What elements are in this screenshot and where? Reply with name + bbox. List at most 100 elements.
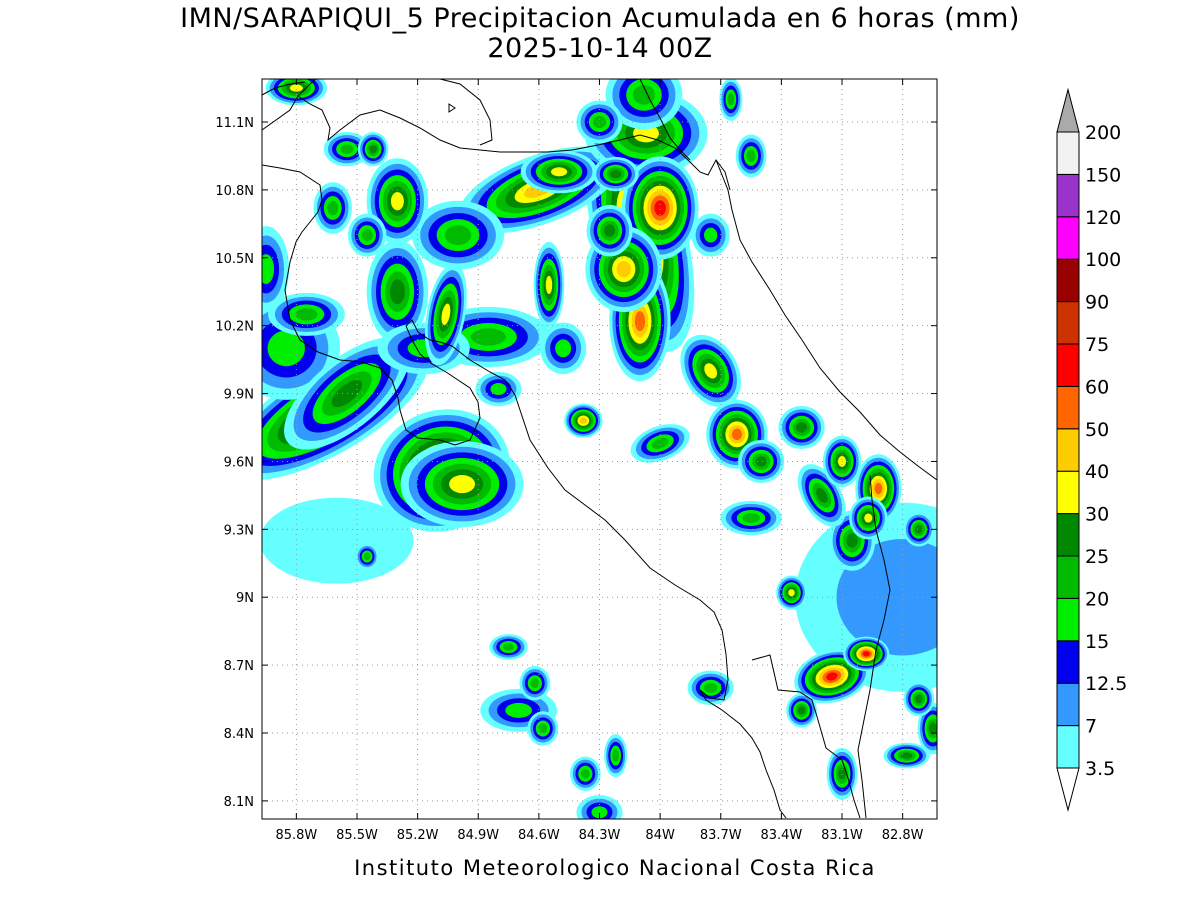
rain-cell [776, 575, 807, 610]
rain-contour [441, 303, 451, 326]
rain-contour [592, 115, 607, 129]
rain-contour [369, 144, 377, 154]
colorbar-segment [1056, 173, 1080, 218]
rain-contour [591, 806, 608, 819]
rain-contour [331, 379, 363, 408]
rain-contour [755, 456, 767, 467]
rain-contour [538, 723, 548, 734]
rain-contour [788, 589, 795, 597]
colorbar-segment [1056, 555, 1080, 599]
rain-cell [564, 403, 603, 438]
rain-contour [604, 224, 616, 237]
rain-cell [719, 79, 743, 121]
rain-contour [361, 229, 373, 242]
x-tick-label: 85.8W [275, 828, 317, 843]
colorbar-segment [1056, 131, 1080, 175]
rain-contour [490, 383, 507, 396]
colorbar-label: 30 [1085, 504, 1109, 526]
y-tick-label: 8.7N [224, 659, 254, 674]
rain-cell [735, 134, 767, 178]
rain-cell [778, 406, 825, 449]
rain-cell [400, 441, 524, 528]
colorbar-segment [1056, 343, 1080, 387]
colorbar-label: 7 [1085, 716, 1097, 738]
rain-field [262, 79, 937, 819]
rain-contour [846, 533, 858, 548]
rain-cell [843, 636, 890, 671]
x-tick-label: 84.3W [579, 828, 621, 843]
colorbar-segment [1056, 216, 1080, 260]
lake-island [448, 103, 456, 113]
lake-nicaragua-shore [262, 79, 691, 161]
rain-contour [550, 167, 568, 177]
rain-cell [519, 666, 551, 701]
colorbar-legend: 3.5 7 12.5 15 20 25 30 40 50 60 75 90 100 120 150 200 [1056, 87, 1127, 812]
rain-cell [691, 213, 730, 257]
rain-cell [720, 500, 782, 536]
latitude-axis: 11.1N 10.8N 10.5N 10.2N 9.9N 9.6N 9.3N 9N 8.7N 8.… [215, 116, 937, 810]
colorbar-label: 25 [1085, 546, 1109, 568]
colorbar-label: 75 [1085, 334, 1109, 356]
rain-contour [836, 539, 937, 656]
rain-contour [929, 722, 937, 735]
rain-contour [731, 428, 743, 441]
rain-contour [874, 482, 883, 495]
rain-contour [267, 330, 305, 367]
rain-cell [630, 424, 690, 463]
rain-cell [475, 371, 522, 407]
rain-contour [449, 475, 476, 494]
rain-contour [816, 487, 828, 503]
rain-contour [796, 422, 808, 433]
x-tick-label: 82.8W [882, 828, 924, 843]
panama-border [751, 474, 891, 819]
rain-contour [327, 200, 339, 216]
rain-cell [489, 634, 528, 660]
x-tick-label: 83.1W [821, 828, 863, 843]
rain-cell [826, 747, 858, 800]
rain-cell [284, 337, 410, 450]
colorbar-segment [1056, 87, 1080, 133]
rain-contour [555, 339, 572, 358]
rain-contour [262, 497, 414, 584]
rain-cell [323, 131, 370, 167]
rain-contour [505, 702, 533, 718]
rain-contour [530, 678, 540, 689]
rain-cell [540, 322, 587, 375]
colorbar-segment [1056, 725, 1080, 769]
y-tick-label: 9.6N [224, 455, 254, 470]
colorbar-low-triangle [1056, 767, 1080, 812]
x-tick-label: 84.9W [457, 828, 499, 843]
rain-cell [786, 693, 817, 728]
colorbar-label: 100 [1085, 249, 1121, 271]
coastline-borders [262, 79, 937, 819]
rain-cell [313, 182, 352, 234]
colorbar-segment [1056, 682, 1080, 727]
rain-cell [424, 263, 467, 366]
rain-contour [616, 261, 631, 278]
rain-cell [527, 711, 559, 746]
y-tick-label: 9.9N [224, 388, 254, 403]
map-title: IMN/SARAPIQUI_5 Precipitacion Acumulada … [0, 4, 1200, 64]
rain-cell [883, 742, 930, 769]
rain-contour [654, 200, 666, 216]
rain-cell [576, 100, 623, 144]
rain-contour [340, 144, 354, 155]
x-tick-label: 85.5W [336, 828, 378, 843]
rain-contour [826, 672, 838, 681]
rain-cell [917, 702, 937, 755]
rain-contour [746, 149, 756, 163]
rain-contour [390, 192, 404, 211]
rain-contour [612, 749, 619, 762]
rain-cell [849, 496, 888, 540]
colorbar-label: 15 [1085, 631, 1109, 653]
colorbar-label: 120 [1085, 207, 1121, 229]
rain-contour [363, 552, 371, 561]
rain-cell [687, 670, 734, 705]
rain-cell [411, 200, 505, 270]
rain-cell [533, 241, 565, 328]
colorbar-segment [1056, 258, 1080, 303]
rain-cell [738, 439, 785, 483]
rain-contour [704, 682, 718, 693]
rain-cell [520, 150, 598, 194]
title-line-2: 2025-10-14 00Z [487, 33, 713, 64]
